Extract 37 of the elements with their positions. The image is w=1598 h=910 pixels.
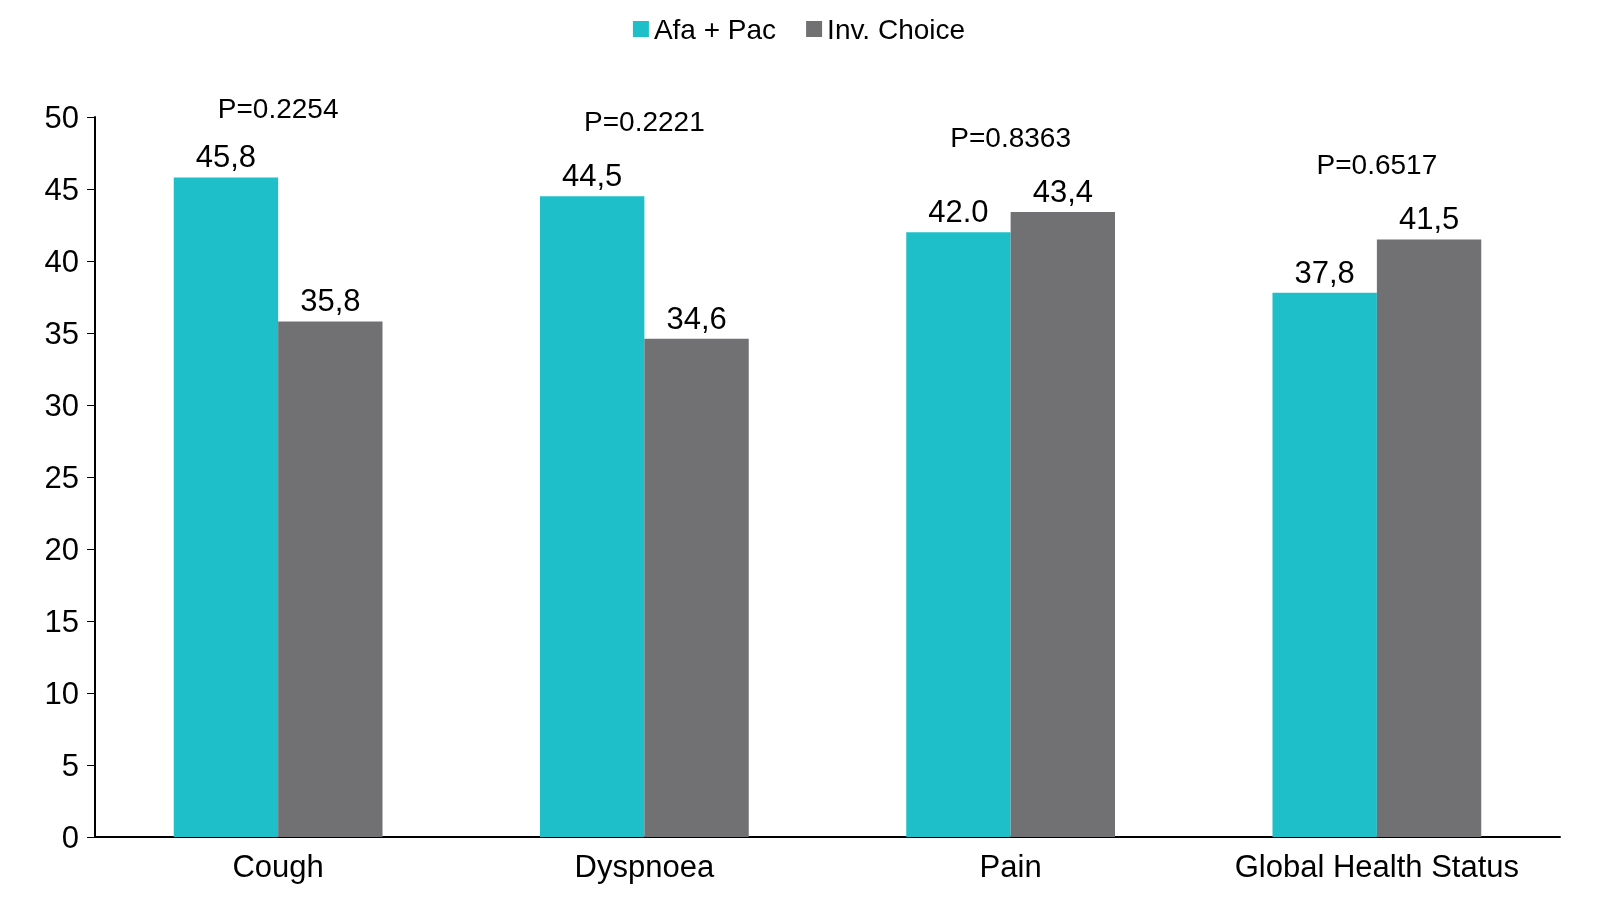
annotation: P=0.8363 xyxy=(950,121,1071,153)
annotation: P=0.2221 xyxy=(584,105,705,137)
data-label: 45,8 xyxy=(195,139,257,175)
data-label: 44,5 xyxy=(562,158,623,194)
y-tick-label: 50 xyxy=(44,99,79,135)
data-label: 41,5 xyxy=(1398,201,1460,237)
legend-label: Afa + Pac xyxy=(653,13,777,45)
y-tick-label: 40 xyxy=(44,243,79,279)
x-tick-label: Dyspnoea xyxy=(574,849,715,884)
data-label: 42.0 xyxy=(928,194,989,230)
y-tick-label: 25 xyxy=(44,459,79,495)
y-tick-label: 0 xyxy=(61,819,79,855)
data-label: 37,8 xyxy=(1294,254,1355,290)
x-tick-label: Cough xyxy=(232,849,324,884)
y-tick-label: 5 xyxy=(61,747,79,783)
bar xyxy=(644,338,749,837)
y-tick-label: 35 xyxy=(44,315,79,351)
bar xyxy=(1272,292,1377,837)
y-tick-label: 45 xyxy=(44,171,79,207)
x-tick-label: Pain xyxy=(979,849,1042,884)
annotation: P=0.2254 xyxy=(217,92,339,124)
data-label: 43,4 xyxy=(1032,174,1093,210)
y-tick-label: 10 xyxy=(44,675,79,711)
bar xyxy=(278,321,383,837)
data-label: 35,8 xyxy=(300,283,361,319)
y-tick-label: 20 xyxy=(44,531,79,567)
bar xyxy=(906,232,1011,837)
bar xyxy=(173,177,279,837)
y-tick-label: 30 xyxy=(44,387,79,423)
data-label: 34,6 xyxy=(666,300,727,336)
bar xyxy=(1010,212,1116,837)
annotation: P=0.6517 xyxy=(1316,148,1438,180)
legend-label: Inv. Choice xyxy=(827,13,966,45)
x-tick-label: Global Health Status xyxy=(1234,849,1520,884)
bar xyxy=(1376,239,1482,837)
y-tick-label: 15 xyxy=(44,603,79,639)
bar xyxy=(539,196,645,837)
